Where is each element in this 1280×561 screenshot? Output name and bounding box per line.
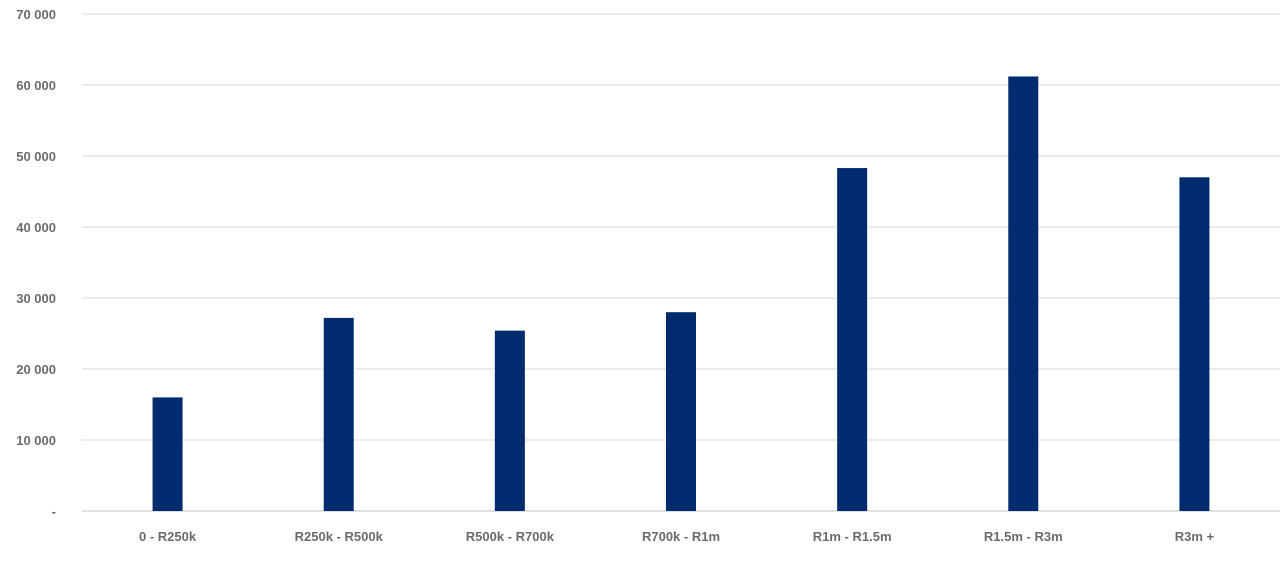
bars (152, 76, 1210, 512)
y-axis-ticks: - 10 000 20 000 30 000 40 000 50 000 60 000 70 … (16, 7, 56, 519)
y-tick-label: - (52, 504, 56, 519)
y-tick-label: 40 000 (16, 220, 56, 235)
x-tick-label: R1m - R1.5m (813, 529, 892, 544)
bar (1008, 76, 1039, 511)
y-tick-label: 60 000 (16, 78, 56, 93)
x-tick-label: R500k - R700k (466, 529, 555, 544)
bar (494, 330, 525, 511)
y-tick-label: 20 000 (16, 362, 56, 377)
y-tick-label: 30 000 (16, 291, 56, 306)
y-tick-label: 70 000 (16, 7, 56, 22)
bar (666, 312, 696, 511)
x-tick-label: R700k - R1m (642, 529, 720, 544)
x-axis-ticks: 0 - R250k R250k - R500k R500k - R700k R700k… (139, 529, 1214, 544)
x-tick-label: 0 - R250k (139, 529, 197, 544)
x-tick-label: R1.5m - R3m (984, 529, 1063, 544)
y-tick-label: 50 000 (16, 149, 56, 164)
y-tick-label: 10 000 (16, 433, 56, 448)
x-tick-label: R250k - R500k (295, 529, 384, 544)
bar (837, 168, 868, 511)
bar (1179, 177, 1210, 512)
x-tick-label: R3m + (1175, 529, 1215, 544)
bar (323, 317, 354, 511)
bar (152, 397, 183, 511)
